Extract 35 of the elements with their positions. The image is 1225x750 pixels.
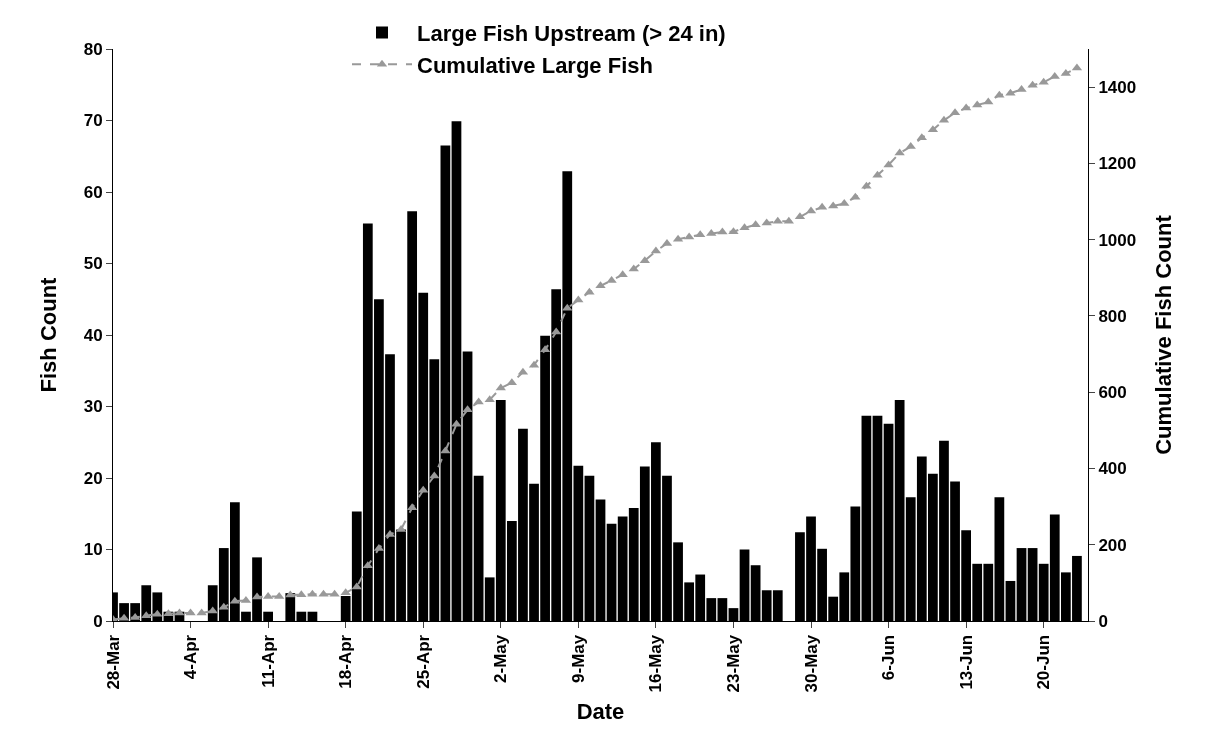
y-tick-label: 40 bbox=[83, 325, 103, 345]
y-tick-label: 50 bbox=[83, 254, 103, 274]
x-tick-label: 28-Mar bbox=[103, 634, 123, 690]
y2-axis-title: Cumulative Fish Count bbox=[1151, 214, 1177, 455]
y-axis-title: Fish Count bbox=[36, 276, 62, 393]
y-tick-label: 0 bbox=[93, 611, 103, 631]
x-tick-label: 13-Jun bbox=[956, 634, 976, 690]
y-tick-label: 60 bbox=[83, 182, 103, 202]
x-tick-label: 25-Apr bbox=[413, 634, 433, 689]
x-tick-label: 11-Apr bbox=[258, 634, 278, 688]
y2-tick-label: 1400 bbox=[1098, 78, 1137, 98]
y-tick-label: 30 bbox=[83, 397, 103, 417]
x-tick-label: 2-May bbox=[491, 634, 511, 683]
x-tick-label: 6-Jun bbox=[879, 634, 899, 681]
x-tick-label: 18-Apr bbox=[336, 634, 356, 689]
y-tick-label: 20 bbox=[83, 468, 103, 488]
x-tick-label: 20-Jun bbox=[1034, 634, 1054, 690]
y-tick-label: 10 bbox=[83, 540, 103, 560]
x-axis-title: Date bbox=[576, 699, 625, 725]
x-tick-label: 23-May bbox=[723, 634, 743, 693]
y-tick-label: 80 bbox=[83, 39, 103, 59]
x-tick-label: 9-May bbox=[568, 634, 588, 683]
y2-tick-label: 200 bbox=[1098, 535, 1127, 555]
y2-tick-label: 400 bbox=[1098, 459, 1127, 479]
x-tick-label: 30-May bbox=[801, 634, 821, 693]
legend-label: Large Fish Upstream (> 24 in) bbox=[417, 21, 726, 47]
y2-tick-label: 600 bbox=[1098, 383, 1127, 403]
y2-tick-label: 1000 bbox=[1098, 230, 1137, 250]
y2-tick-label: 1200 bbox=[1098, 154, 1137, 174]
x-tick-label: 4-Apr bbox=[181, 634, 201, 680]
legend-label: Cumulative Large Fish bbox=[417, 52, 653, 78]
x-tick-label: 16-May bbox=[646, 634, 666, 693]
y2-tick-label: 800 bbox=[1098, 306, 1127, 326]
y-tick-label: 70 bbox=[83, 111, 103, 131]
y2-tick-label: 0 bbox=[1098, 611, 1108, 631]
